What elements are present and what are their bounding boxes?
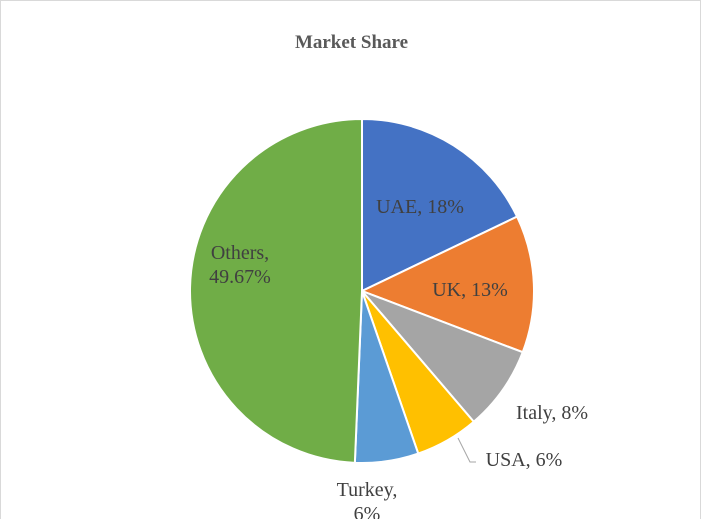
- data-label: UAE, 18%: [376, 196, 464, 218]
- data-label: USA, 6%: [485, 449, 563, 471]
- leader-line: [457, 437, 476, 463]
- pie-slice: [359, 215, 535, 354]
- data-label: Italy, 8%: [515, 402, 588, 424]
- pie-slice: [361, 117, 519, 293]
- data-label: Others, 49.67%: [209, 242, 271, 288]
- pie-slice: [189, 117, 363, 464]
- chart-title: Market Share: [294, 32, 409, 53]
- data-label: Turkey, 6%: [336, 479, 398, 519]
- data-label: UK, 13%: [432, 279, 508, 301]
